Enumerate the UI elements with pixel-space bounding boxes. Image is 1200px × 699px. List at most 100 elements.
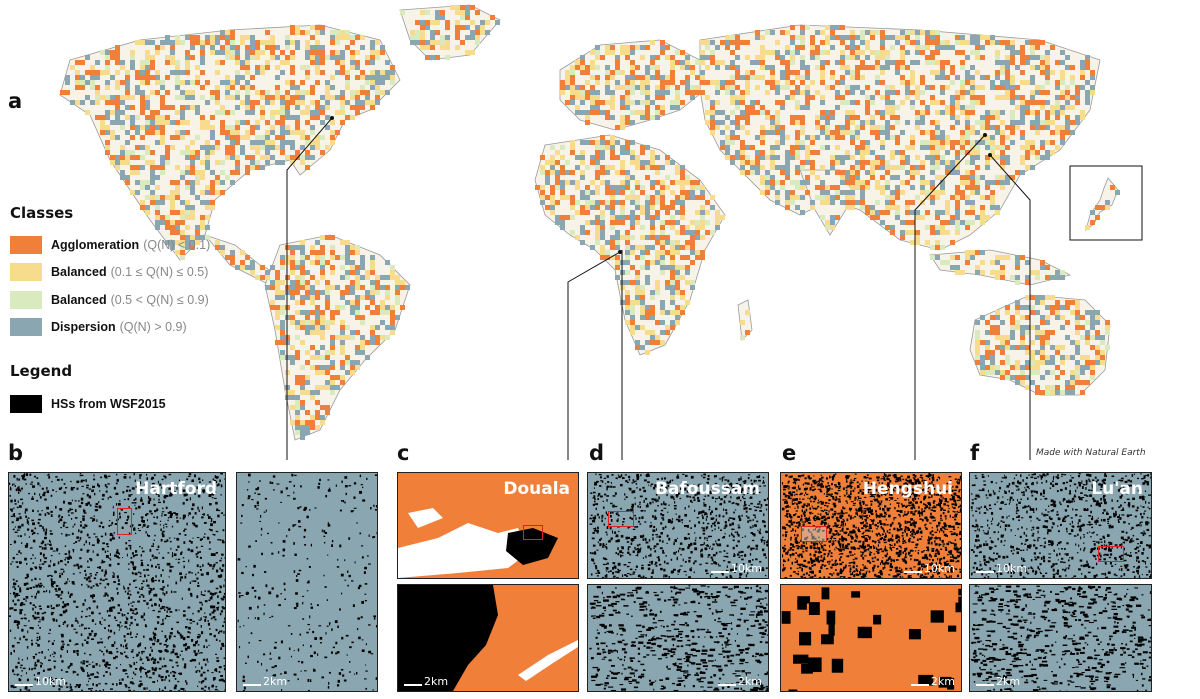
grid-cell <box>890 175 895 180</box>
settlement-cell <box>64 559 66 561</box>
grid-cell <box>560 155 565 160</box>
grid-cell <box>145 100 150 105</box>
grid-cell <box>585 190 590 195</box>
grid-cell <box>790 25 795 30</box>
grid-cell <box>970 250 975 255</box>
grid-cell <box>725 125 730 130</box>
grid-cell <box>805 175 810 180</box>
grid-cell <box>970 125 975 130</box>
grid-cell <box>1100 335 1105 340</box>
grid-cell <box>150 75 155 80</box>
grid-cell <box>275 315 280 320</box>
grid-cell <box>670 55 675 60</box>
grid-cell <box>915 35 920 40</box>
grid-cell <box>370 75 375 80</box>
grid-cell <box>275 290 280 295</box>
settlement-cell <box>220 647 222 650</box>
grid-cell <box>1085 365 1090 370</box>
settlement-cell <box>167 552 170 554</box>
grid-cell <box>710 110 715 115</box>
grid-cell <box>315 290 320 295</box>
grid-cell <box>665 280 670 285</box>
grid-cell <box>800 210 805 215</box>
grid-cell <box>930 190 935 195</box>
settlement-cell <box>82 526 86 529</box>
settlement-cell <box>173 537 176 539</box>
grid-cell <box>950 265 955 270</box>
settlement-cell <box>102 674 105 677</box>
grid-cell <box>995 70 1000 75</box>
grid-cell <box>300 110 305 115</box>
grid-cell <box>280 120 285 125</box>
grid-cell <box>295 260 300 265</box>
settlement-cell <box>175 581 178 585</box>
grid-cell <box>295 95 300 100</box>
grid-cell <box>1025 150 1030 155</box>
grid-cell <box>840 135 845 140</box>
settlement-cell <box>150 559 152 562</box>
grid-cell <box>615 235 620 240</box>
grid-cell <box>1065 100 1070 105</box>
grid-cell <box>910 170 915 175</box>
grid-cell <box>1055 385 1060 390</box>
grid-cell <box>685 225 690 230</box>
settlement-cell <box>13 620 17 624</box>
grid-cell <box>90 85 95 90</box>
settlement-cell <box>219 639 221 642</box>
grid-cell <box>345 250 350 255</box>
grid-cell <box>390 330 395 335</box>
grid-cell <box>980 210 985 215</box>
grid-cell <box>205 35 210 40</box>
grid-cell <box>670 190 675 195</box>
grid-cell <box>270 35 275 40</box>
settlement-cell <box>11 521 14 524</box>
grid-cell <box>340 320 345 325</box>
grid-cell <box>1000 110 1005 115</box>
grid-cell <box>105 130 110 135</box>
grid-cell <box>160 155 165 160</box>
grid-cell <box>225 130 230 135</box>
grid-cell <box>645 340 650 345</box>
grid-cell <box>670 270 675 275</box>
settlement-cell <box>215 569 219 573</box>
settlement-cell <box>125 669 127 672</box>
grid-cell <box>915 120 920 125</box>
grid-cell <box>340 365 345 370</box>
grid-cell <box>280 125 285 130</box>
grid-cell <box>1005 255 1010 260</box>
grid-cell <box>210 180 215 185</box>
grid-cell <box>145 125 150 130</box>
grid-cell <box>630 300 635 305</box>
grid-cell <box>650 195 655 200</box>
grid-cell <box>375 275 380 280</box>
grid-cell <box>180 170 185 175</box>
grid-cell <box>940 160 945 165</box>
grid-cell <box>300 95 305 100</box>
grid-cell <box>95 75 100 80</box>
grid-cell <box>125 180 130 185</box>
grid-cell <box>1020 115 1025 120</box>
grid-cell <box>170 145 175 150</box>
grid-cell <box>565 85 570 90</box>
grid-cell <box>685 180 690 185</box>
settlement-cell <box>96 605 99 609</box>
settlement-cell <box>112 514 115 516</box>
settlement-cell <box>218 671 221 673</box>
grid-cell <box>835 185 840 190</box>
grid-cell <box>1010 320 1015 325</box>
grid-cell <box>1005 95 1010 100</box>
grid-cell <box>185 105 190 110</box>
grid-cell <box>605 190 610 195</box>
grid-cell <box>200 50 205 55</box>
grid-cell <box>1045 315 1050 320</box>
settlement-cell <box>209 564 212 567</box>
grid-cell <box>395 300 400 305</box>
grid-cell <box>920 100 925 105</box>
grid-cell <box>95 115 100 120</box>
settlement-cell <box>134 501 137 504</box>
settlement-cell <box>39 496 42 499</box>
grid-cell <box>910 220 915 225</box>
grid-cell <box>985 125 990 130</box>
grid-cell <box>235 160 240 165</box>
settlement-cell <box>223 592 225 595</box>
